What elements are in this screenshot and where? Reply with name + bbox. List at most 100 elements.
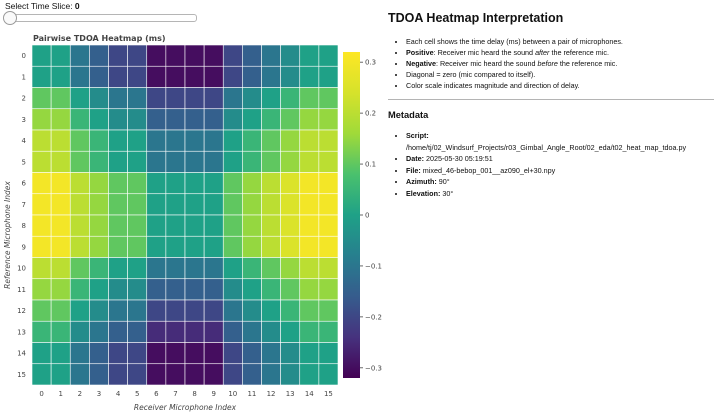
- heatmap-cell[interactable]: [299, 65, 320, 88]
- heatmap-cell[interactable]: [299, 172, 320, 195]
- heatmap-cell[interactable]: [280, 65, 301, 88]
- heatmap-cell[interactable]: [165, 342, 186, 365]
- heatmap-cell[interactable]: [280, 150, 301, 173]
- heatmap-cell[interactable]: [108, 172, 128, 195]
- heatmap-cell[interactable]: [318, 87, 339, 110]
- heatmap-cell[interactable]: [31, 87, 52, 110]
- heatmap-cell[interactable]: [165, 278, 186, 301]
- heatmap-cell[interactable]: [299, 342, 320, 365]
- heatmap-cell[interactable]: [50, 320, 71, 343]
- heatmap-cell[interactable]: [146, 257, 167, 280]
- heatmap-cell[interactable]: [203, 278, 224, 301]
- heatmap-cell[interactable]: [242, 129, 262, 152]
- heatmap-cell[interactable]: [146, 193, 167, 216]
- heatmap-cell[interactable]: [318, 65, 339, 88]
- heatmap-cell[interactable]: [222, 193, 243, 216]
- heatmap-cell[interactable]: [165, 87, 186, 110]
- heatmap-cell[interactable]: [108, 44, 128, 67]
- heatmap-cell[interactable]: [69, 363, 90, 386]
- heatmap-cell[interactable]: [184, 108, 205, 131]
- heatmap-cell[interactable]: [108, 278, 128, 301]
- heatmap-cell[interactable]: [50, 172, 71, 195]
- heatmap-cell[interactable]: [318, 193, 339, 216]
- heatmap-cell[interactable]: [184, 342, 205, 365]
- heatmap-cell[interactable]: [31, 193, 52, 216]
- heatmap-cell[interactable]: [184, 278, 205, 301]
- heatmap-cell[interactable]: [127, 299, 148, 322]
- heatmap-cell[interactable]: [127, 363, 148, 386]
- heatmap-cell[interactable]: [242, 150, 262, 173]
- heatmap-cell[interactable]: [203, 44, 224, 67]
- heatmap-cell[interactable]: [261, 193, 281, 216]
- heatmap-cell[interactable]: [242, 65, 262, 88]
- heatmap-cell[interactable]: [31, 214, 52, 237]
- heatmap-cell[interactable]: [50, 87, 71, 110]
- heatmap-cell[interactable]: [280, 172, 301, 195]
- heatmap-cell[interactable]: [261, 299, 281, 322]
- time-slice-slider-thumb[interactable]: [3, 11, 17, 25]
- heatmap-cell[interactable]: [89, 150, 109, 173]
- heatmap-cell[interactable]: [108, 150, 128, 173]
- heatmap-cell[interactable]: [280, 342, 301, 365]
- heatmap-cell[interactable]: [203, 65, 224, 88]
- heatmap-cell[interactable]: [146, 214, 167, 237]
- heatmap-cell[interactable]: [184, 87, 205, 110]
- heatmap-cell[interactable]: [89, 320, 109, 343]
- heatmap-cell[interactable]: [50, 235, 71, 258]
- heatmap-cell[interactable]: [89, 363, 109, 386]
- heatmap-cell[interactable]: [280, 363, 301, 386]
- heatmap-cell[interactable]: [146, 108, 167, 131]
- heatmap-cell[interactable]: [165, 363, 186, 386]
- heatmap-cell[interactable]: [108, 299, 128, 322]
- heatmap-cell[interactable]: [242, 278, 262, 301]
- heatmap-cell[interactable]: [108, 235, 128, 258]
- heatmap-cell[interactable]: [184, 363, 205, 386]
- heatmap-cell[interactable]: [261, 257, 281, 280]
- heatmap-cell[interactable]: [280, 87, 301, 110]
- heatmap-cell[interactable]: [203, 342, 224, 365]
- heatmap-cell[interactable]: [203, 299, 224, 322]
- heatmap-cell[interactable]: [127, 150, 148, 173]
- heatmap-cell[interactable]: [299, 87, 320, 110]
- heatmap-cell[interactable]: [242, 44, 262, 67]
- heatmap-cell[interactable]: [261, 65, 281, 88]
- heatmap-cell[interactable]: [299, 108, 320, 131]
- heatmap-cell[interactable]: [89, 193, 109, 216]
- heatmap-cell[interactable]: [127, 108, 148, 131]
- heatmap-cell[interactable]: [146, 44, 167, 67]
- heatmap-cell[interactable]: [165, 150, 186, 173]
- heatmap-cell[interactable]: [165, 65, 186, 88]
- heatmap-cell[interactable]: [108, 257, 128, 280]
- heatmap-cell[interactable]: [165, 44, 186, 67]
- heatmap-cell[interactable]: [184, 129, 205, 152]
- heatmap-cell[interactable]: [318, 44, 339, 67]
- heatmap-cell[interactable]: [242, 193, 262, 216]
- heatmap-cell[interactable]: [69, 299, 90, 322]
- heatmap-cell[interactable]: [89, 214, 109, 237]
- heatmap-cell[interactable]: [203, 235, 224, 258]
- heatmap-cell[interactable]: [184, 214, 205, 237]
- heatmap-cell[interactable]: [184, 172, 205, 195]
- heatmap-cell[interactable]: [280, 235, 301, 258]
- heatmap-cell[interactable]: [242, 87, 262, 110]
- heatmap-cell[interactable]: [299, 320, 320, 343]
- heatmap-cell[interactable]: [69, 257, 90, 280]
- heatmap-cell[interactable]: [203, 129, 224, 152]
- heatmap-cell[interactable]: [318, 363, 339, 386]
- heatmap-cell[interactable]: [299, 235, 320, 258]
- heatmap-cell[interactable]: [261, 320, 281, 343]
- heatmap-cell[interactable]: [242, 235, 262, 258]
- heatmap-cell[interactable]: [31, 299, 52, 322]
- heatmap-cell[interactable]: [261, 172, 281, 195]
- heatmap-cell[interactable]: [318, 172, 339, 195]
- heatmap-cell[interactable]: [31, 44, 52, 67]
- heatmap-cell[interactable]: [108, 363, 128, 386]
- heatmap-cell[interactable]: [69, 44, 90, 67]
- heatmap-cell[interactable]: [203, 214, 224, 237]
- heatmap-cell[interactable]: [69, 172, 90, 195]
- heatmap-cell[interactable]: [242, 342, 262, 365]
- heatmap-cell[interactable]: [203, 172, 224, 195]
- heatmap-cell[interactable]: [280, 214, 301, 237]
- heatmap-cell[interactable]: [69, 150, 90, 173]
- heatmap-cell[interactable]: [31, 172, 52, 195]
